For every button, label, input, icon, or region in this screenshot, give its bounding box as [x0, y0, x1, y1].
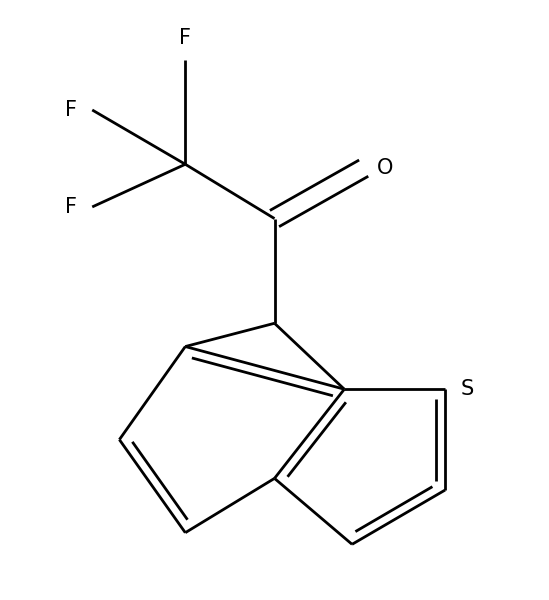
Text: F: F	[65, 197, 76, 217]
Text: O: O	[377, 158, 394, 178]
Text: F: F	[65, 100, 76, 120]
Text: S: S	[460, 379, 473, 399]
Text: F: F	[180, 28, 191, 48]
